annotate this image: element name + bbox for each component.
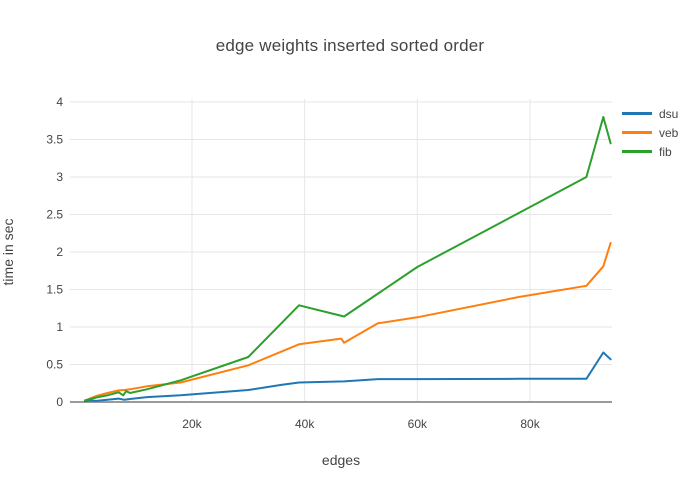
chart-title: edge weights inserted sorted order xyxy=(215,36,485,55)
legend-label: fib xyxy=(659,144,672,159)
series-line-veb[interactable] xyxy=(83,242,612,402)
x-tick-label: 40k xyxy=(295,417,315,431)
x-tick-label: 60k xyxy=(408,417,428,431)
y-tick-label: 0 xyxy=(56,395,63,409)
legend-item-veb[interactable]: veb xyxy=(622,123,678,142)
y-tick-label: 3 xyxy=(56,170,63,184)
legend-label: veb xyxy=(659,125,679,140)
legend-line-swatch xyxy=(622,112,652,115)
y-tick-label: 2.5 xyxy=(46,208,63,222)
y-tick-label: 2 xyxy=(56,245,63,259)
y-tick-label: 4 xyxy=(56,95,63,109)
series-line-dsu[interactable] xyxy=(83,351,612,403)
y-axis-title: time in sec xyxy=(0,218,16,286)
x-tick-label: 20k xyxy=(182,417,202,431)
legend: dsu veb fib xyxy=(622,104,678,161)
legend-item-dsu[interactable]: dsu xyxy=(622,104,678,123)
y-tick-label: 0.5 xyxy=(46,358,63,372)
y-tick-label: 1 xyxy=(56,320,63,334)
legend-line-swatch xyxy=(622,150,652,153)
legend-item-fib[interactable]: fib xyxy=(622,142,678,161)
x-axis-title: edges xyxy=(321,452,361,468)
legend-line-swatch xyxy=(622,131,652,134)
x-tick-label: 80k xyxy=(520,417,540,431)
y-tick-label: 3.5 xyxy=(46,133,63,147)
y-tick-label: 1.5 xyxy=(46,283,63,297)
series-line-fib[interactable] xyxy=(83,116,612,402)
legend-label: dsu xyxy=(659,106,679,121)
